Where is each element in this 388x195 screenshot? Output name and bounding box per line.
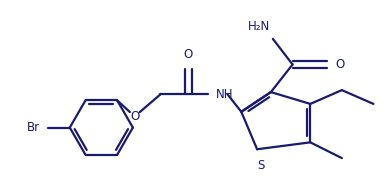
Text: H₂N: H₂N bbox=[248, 20, 270, 33]
Text: O: O bbox=[335, 58, 344, 71]
Text: O: O bbox=[130, 110, 139, 122]
Text: S: S bbox=[257, 159, 265, 172]
Text: NH: NH bbox=[216, 88, 233, 101]
Text: Br: Br bbox=[27, 121, 40, 134]
Text: O: O bbox=[184, 48, 193, 61]
